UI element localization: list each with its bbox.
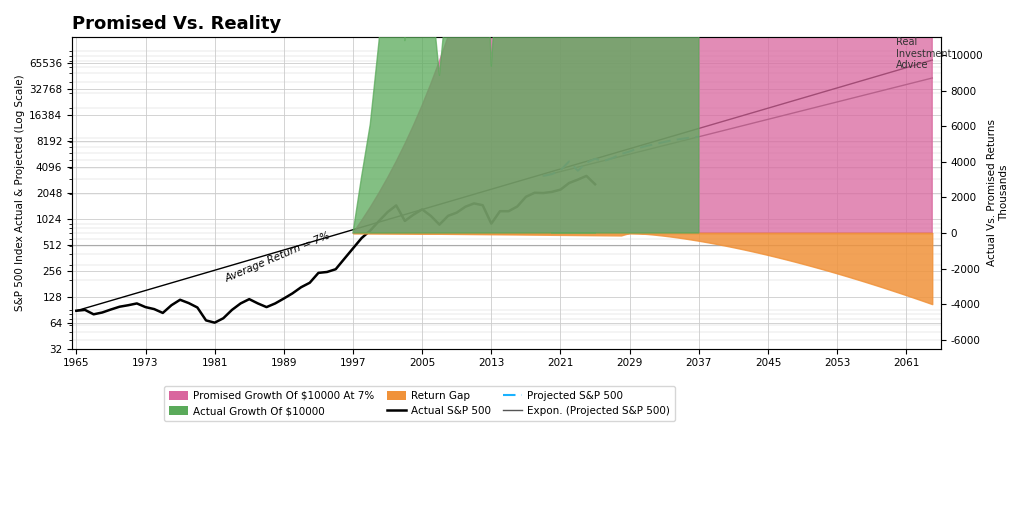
- Legend: Promised Growth Of $10000 At 7%, Actual Growth Of $10000, Return Gap, Actual S&P: Promised Growth Of $10000 At 7%, Actual …: [164, 386, 675, 421]
- Text: Average Return = 7%: Average Return = 7%: [223, 231, 332, 284]
- Text: Promised Vs. Reality: Promised Vs. Reality: [72, 15, 282, 33]
- Y-axis label: S&P 500 Index Actual & Projected (Log Scale): S&P 500 Index Actual & Projected (Log Sc…: [15, 75, 25, 311]
- Y-axis label: Actual Vs. Promised Returns
Thousands: Actual Vs. Promised Returns Thousands: [987, 120, 1009, 267]
- Text: Real
Investment
Advice: Real Investment Advice: [896, 37, 951, 70]
